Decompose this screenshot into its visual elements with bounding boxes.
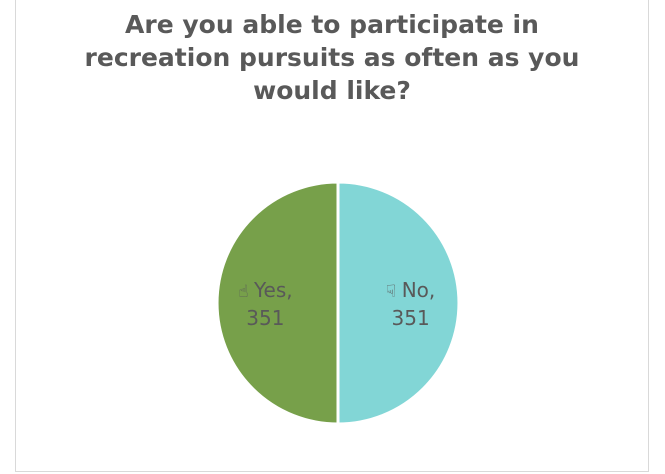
pie-labels: ☝ Yes, 351 ☟ No, 351 [238,278,435,330]
chart-title: Are you able to participate in recreatio… [15,8,649,107]
pie-slices [215,180,461,426]
thumbs-down-icon: ☟ [386,282,402,302]
pie-slice-no [336,180,461,426]
slice-value-no: 351 [392,306,430,330]
pie-slice-yes [215,180,340,426]
slice-value-yes: 351 [246,306,284,330]
chart-title-line-1: Are you able to participate in [125,10,539,39]
chart-title-line-3: would like? [253,76,411,105]
slice-label-no: ☟ No, [386,278,435,302]
slice-label-yes: ☝ Yes, [238,278,292,302]
thumbs-up-icon: ☝ [238,282,254,302]
chart-title-line-2: recreation pursuits as often as you [84,43,580,72]
